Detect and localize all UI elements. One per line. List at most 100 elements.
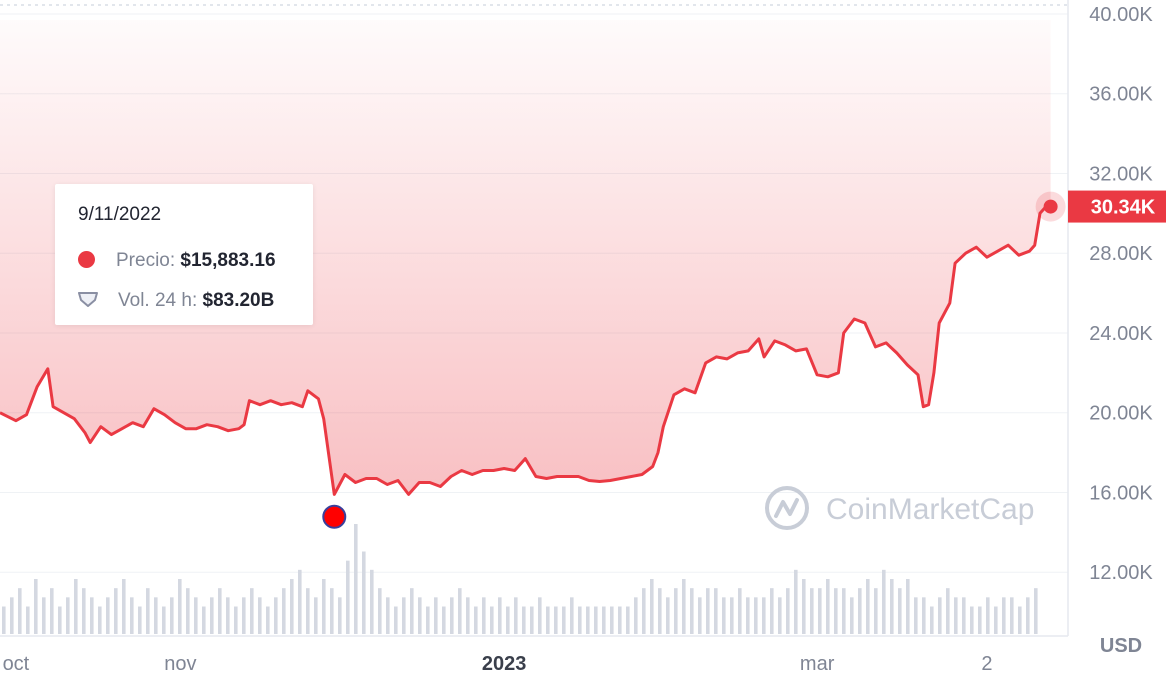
volume-bar (138, 606, 142, 634)
volume-bar (290, 579, 294, 634)
volume-bar (386, 597, 390, 634)
volume-bar (1034, 588, 1038, 634)
volume-bar (1026, 597, 1030, 634)
volume-bar (698, 597, 702, 634)
volume-bar (258, 597, 262, 634)
volume-bar (706, 588, 710, 634)
volume-bar (754, 597, 758, 634)
volume-bar (642, 588, 646, 634)
volume-bar (490, 606, 494, 634)
coinmarketcap-logo-icon (765, 486, 809, 530)
volume-bar (1002, 597, 1006, 634)
volume-bar (690, 588, 694, 634)
y-tick-label: 36.00K (1089, 84, 1153, 106)
tooltip-date: 9/11/2022 (78, 204, 162, 225)
volume-bar (338, 597, 342, 634)
volume-bar (98, 606, 102, 634)
x-tick-label: 2 (981, 653, 992, 675)
tooltip-price-value: $15,883.16 (180, 250, 276, 271)
volume-bar (274, 597, 278, 634)
price-line (0, 205, 1051, 496)
volume-bar (682, 579, 686, 634)
x-tick-label: oct (3, 653, 30, 675)
volume-bar (378, 588, 382, 634)
tooltip-volume-label: Vol. 24 h: (118, 290, 198, 311)
volume-bar (154, 597, 158, 634)
volume-icon (78, 291, 98, 308)
volume-bar (314, 597, 318, 634)
volume-bar (322, 579, 326, 634)
volume-bar (410, 588, 414, 634)
volume-bar (170, 597, 174, 634)
volume-bar (634, 597, 638, 634)
data-tooltip: 9/11/2022 Precio: $15,883.16 Vol. 24 h: … (55, 184, 313, 325)
volume-bar (746, 597, 750, 634)
volume-bar (938, 597, 942, 634)
y-tick-label: 40.00K (1089, 4, 1153, 26)
volume-bar (898, 588, 902, 634)
volume-bar (130, 597, 134, 634)
volume-bar (26, 606, 30, 634)
price-area-fill (0, 20, 1051, 495)
volume-bar (578, 606, 582, 634)
volume-bar (722, 597, 726, 634)
y-tick-label: 32.00K (1089, 163, 1153, 185)
volume-bar (530, 606, 534, 634)
y-tick-label: 12.00K (1089, 562, 1153, 584)
volume-bar (626, 606, 630, 634)
volume-bar (194, 597, 198, 634)
volume-bar (522, 606, 526, 634)
volume-bar (202, 606, 206, 634)
volume-bar (786, 588, 790, 634)
volume-bar (1010, 597, 1014, 634)
volume-bars (2, 524, 1038, 634)
selected-point-marker (322, 504, 347, 529)
volume-bar (442, 606, 446, 634)
volume-bar (1018, 606, 1022, 634)
price-dot-icon (78, 251, 95, 268)
volume-bar (354, 524, 358, 634)
volume-bar (538, 597, 542, 634)
volume-bar (90, 597, 94, 634)
volume-bar (2, 606, 6, 634)
volume-bar (802, 579, 806, 634)
volume-bar (810, 588, 814, 634)
volume-bar (82, 588, 86, 634)
volume-bar (930, 606, 934, 634)
price-area (0, 20, 1051, 495)
volume-bar (458, 588, 462, 634)
y-tick-label: 24.00K (1089, 323, 1153, 345)
y-tick-label: 20.00K (1089, 403, 1153, 425)
volume-bar (610, 606, 614, 634)
volume-bar (226, 597, 230, 634)
y-axis: 12.00K 16.00K 20.00K 24.00K 28.00K 32.00K 36.0… (1089, 4, 1153, 584)
volume-bar (882, 569, 886, 634)
volume-bar (146, 588, 150, 634)
volume-bar (162, 606, 166, 634)
volume-bar (18, 588, 22, 634)
volume-bar (914, 597, 918, 634)
volume-bar (498, 597, 502, 634)
volume-bar (34, 579, 38, 634)
volume-bar (946, 588, 950, 634)
volume-bar (306, 588, 310, 634)
last-price-point (1043, 199, 1058, 214)
volume-bar (962, 597, 966, 634)
x-tick-label: mar (800, 653, 835, 675)
volume-bar (218, 588, 222, 634)
volume-bar (770, 588, 774, 634)
watermark-text: CoinMarketCap (826, 493, 1034, 526)
volume-bar (402, 597, 406, 634)
volume-bar (114, 588, 118, 634)
volume-bar (266, 606, 270, 634)
volume-bar (250, 588, 254, 634)
x-axis: oct nov 2023 mar 2 (3, 653, 993, 675)
volume-bar (546, 606, 550, 634)
volume-bar (66, 597, 70, 634)
volume-bar (122, 579, 126, 634)
volume-bar (434, 597, 438, 634)
volume-bar (106, 597, 110, 634)
volume-bar (842, 588, 846, 634)
